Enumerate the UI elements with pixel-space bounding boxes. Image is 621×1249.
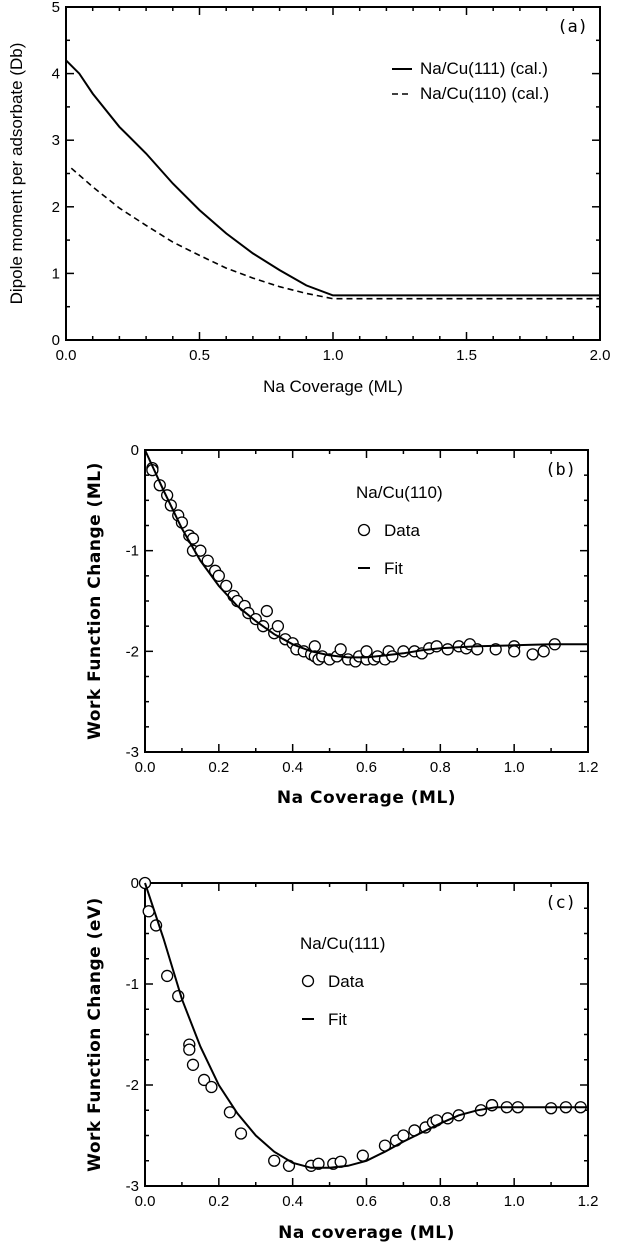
data-point bbox=[308, 640, 321, 653]
x-tick-label: 0.2 bbox=[208, 1193, 229, 1210]
data-point bbox=[544, 1102, 558, 1115]
data-point bbox=[441, 643, 454, 656]
y-tick-label: -3 bbox=[126, 1178, 139, 1195]
x-tick-label: 0.0 bbox=[56, 347, 77, 364]
panel-label: (c) bbox=[545, 893, 576, 913]
data-point bbox=[201, 554, 214, 567]
x-tick-label: 0.8 bbox=[430, 759, 451, 776]
data-point bbox=[183, 1043, 196, 1056]
panel-label: (a) bbox=[557, 17, 588, 37]
data-point bbox=[537, 645, 550, 658]
x-tick-label: 1.0 bbox=[504, 1193, 525, 1210]
y-tick-label: 0 bbox=[52, 332, 60, 349]
y-tick-label: 4 bbox=[52, 66, 60, 83]
data-point bbox=[160, 969, 174, 983]
y-tick-label: -2 bbox=[126, 643, 139, 660]
y-tick-label: 2 bbox=[52, 199, 60, 216]
data-point bbox=[271, 620, 285, 633]
data-point bbox=[212, 569, 225, 582]
x-tick-label: 0.8 bbox=[430, 1193, 451, 1210]
chart-panel-a: 0.0 0.5 1.0 1.5 2.0 0 1 2 3 4 5 Na Coverage (ML) Dip… bbox=[7, 0, 610, 396]
x-tick-label: 0.0 bbox=[135, 759, 156, 776]
legend-title: Na/Cu(111) bbox=[300, 934, 385, 953]
data-point bbox=[205, 1080, 218, 1094]
y-axis-label: Dipole moment per adsorbate (Db) bbox=[7, 43, 26, 305]
data-point bbox=[234, 1127, 248, 1140]
series-line-fit bbox=[144, 882, 588, 1169]
legend-entry: Data bbox=[328, 972, 364, 991]
x-tick-label: 0.6 bbox=[356, 759, 377, 776]
x-tick-label: 0.6 bbox=[356, 1193, 377, 1210]
plot-frame bbox=[65, 6, 601, 341]
legend-marker-swatch bbox=[301, 974, 315, 988]
x-tick-label: 1.0 bbox=[504, 759, 525, 776]
series-line-fit bbox=[144, 449, 588, 659]
y-tick-label: -1 bbox=[126, 976, 139, 993]
x-axis-label: Na Coverage (ML) bbox=[277, 788, 456, 808]
data-point bbox=[356, 1149, 369, 1162]
x-tick-label: 0.4 bbox=[282, 1193, 303, 1210]
x-tick-label: 2.0 bbox=[590, 347, 611, 364]
x-tick-label: 0.4 bbox=[282, 759, 303, 776]
legend: Na/Cu(110) Data Fit bbox=[356, 483, 443, 578]
y-tick-label: -3 bbox=[126, 744, 139, 761]
data-point bbox=[397, 645, 410, 658]
y-tick-label: 1 bbox=[52, 265, 60, 282]
y-tick-label: 5 bbox=[52, 0, 60, 16]
legend: Na/Cu(111) (cal.) Na/Cu(110) (cal.) bbox=[392, 59, 549, 103]
legend-entry: Na/Cu(111) (cal.) bbox=[420, 59, 548, 78]
legend-entry: Fit bbox=[328, 1010, 347, 1029]
data-point bbox=[197, 1073, 211, 1087]
y-tick-label: 0 bbox=[131, 442, 139, 459]
legend-entry: Data bbox=[384, 521, 420, 540]
y-axis-label: Work Function Change (ML) bbox=[85, 462, 105, 740]
chart-panel-b: 0.0 0.2 0.4 0.6 0.8 1.0 1.2 0 -1 -2 -3 Na Coverage … bbox=[85, 442, 598, 808]
y-tick-label: -1 bbox=[126, 543, 139, 560]
x-tick-label: 1.5 bbox=[456, 347, 477, 364]
data-point bbox=[312, 1157, 325, 1170]
data-point bbox=[334, 643, 347, 656]
data-point bbox=[508, 645, 521, 658]
y-tick-label: 0 bbox=[131, 875, 139, 892]
data-point bbox=[526, 648, 539, 661]
legend-title: Na/Cu(110) bbox=[356, 483, 443, 502]
y-tick-label: -2 bbox=[126, 1077, 139, 1094]
x-axis-label: Na coverage (ML) bbox=[278, 1223, 455, 1243]
x-axis-label: Na Coverage (ML) bbox=[263, 377, 403, 396]
data-point bbox=[220, 579, 233, 593]
series-line-na-cu-110-cal- bbox=[70, 167, 600, 300]
x-tick-label: 0.5 bbox=[189, 347, 210, 364]
chart-panel-c: 0.0 0.2 0.4 0.6 0.8 1.0 1.2 0 -1 -2 -3 Na coverage … bbox=[85, 875, 598, 1243]
series-line-na-cu-111-cal- bbox=[65, 59, 600, 297]
y-axis-label: Work Function Change (eV) bbox=[85, 897, 105, 1172]
x-tick-label: 0.2 bbox=[208, 759, 229, 776]
plot-frame bbox=[144, 882, 589, 1187]
data-point bbox=[223, 1106, 237, 1119]
x-tick-label: 1.2 bbox=[578, 759, 599, 776]
data-point bbox=[260, 604, 273, 618]
legend: Na/Cu(111) Data Fit bbox=[300, 934, 385, 1029]
x-tick-label: 1.0 bbox=[323, 347, 344, 364]
panel-label: (b) bbox=[545, 460, 576, 480]
x-tick-label: 0.0 bbox=[135, 1193, 156, 1210]
data-point bbox=[268, 1154, 281, 1167]
data-point bbox=[430, 640, 443, 653]
legend-entry: Fit bbox=[384, 559, 403, 578]
data-point bbox=[386, 650, 399, 663]
x-tick-label: 1.2 bbox=[578, 1193, 599, 1210]
legend-entry: Na/Cu(110) (cal.) bbox=[420, 84, 549, 103]
data-point bbox=[186, 1058, 200, 1071]
legend-marker-swatch bbox=[357, 523, 371, 537]
y-tick-label: 3 bbox=[52, 132, 60, 149]
